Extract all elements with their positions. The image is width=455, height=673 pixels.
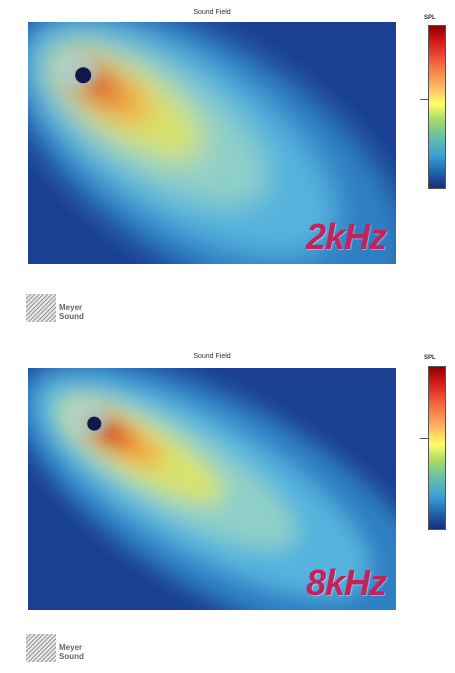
heatmap-svg: [28, 22, 396, 264]
logo-mark-icon: [26, 294, 56, 322]
frequency-label: 8kHz: [305, 562, 387, 603]
source-halo: [66, 401, 111, 438]
spl-field-layers: [28, 22, 396, 264]
heatmap-plot: 8kHz: [28, 368, 396, 610]
panel-title: Sound Field: [193, 9, 231, 16]
heatmap-plot: 2kHz: [28, 22, 396, 264]
y-axis-ticks: [17, 368, 27, 610]
meyer-sound-logo: Meyer Sound: [26, 290, 96, 326]
logo-mark-icon: [26, 634, 56, 662]
frequency-label: 2kHz: [305, 216, 387, 257]
colorbar-tick: [420, 99, 428, 100]
colorbar-title: SPL: [424, 355, 436, 361]
logo-line2: Sound: [59, 652, 84, 661]
sound-field-panel-8khz: Sound Field 8kHz SPL Meyer Sound: [0, 338, 455, 673]
loudspeaker-source-icon: [87, 416, 102, 431]
spl-colorbar: [428, 366, 446, 530]
meyer-sound-logo: Meyer Sound: [26, 630, 96, 666]
spl-colorbar: [428, 25, 446, 189]
x-axis-ticks: [28, 266, 396, 272]
sound-field-panel-2khz: Sound Field 2kHz SPL Meyer Sound: [0, 0, 455, 335]
panel-title: Sound Field: [193, 353, 231, 360]
y-axis-ticks: [17, 22, 27, 264]
logo-line1: Meyer: [59, 303, 83, 312]
spl-field-layers: [28, 368, 396, 610]
colorbar-tick: [420, 438, 428, 439]
x-axis-ticks: [28, 612, 396, 618]
loudspeaker-source-icon: [75, 67, 92, 84]
heatmap-svg: [28, 368, 396, 610]
colorbar-title: SPL: [424, 15, 436, 21]
logo-line1: Meyer: [59, 643, 83, 652]
logo-line2: Sound: [59, 312, 84, 321]
